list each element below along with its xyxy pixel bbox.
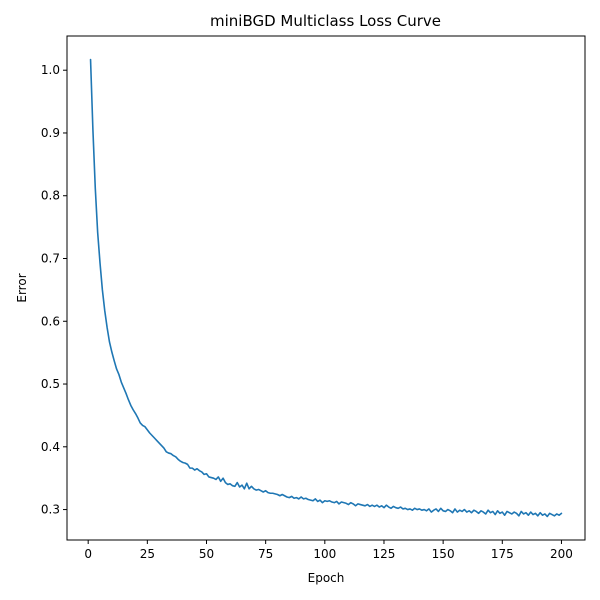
y-tick-label: 0.7: [41, 252, 60, 266]
y-tick-label: 0.5: [41, 377, 60, 391]
x-tick-label: 25: [140, 547, 155, 561]
y-tick-label: 0.3: [41, 503, 60, 517]
y-tick-label: 1.0: [41, 63, 60, 77]
x-tick-label: 175: [491, 547, 514, 561]
x-tick-label: 50: [199, 547, 214, 561]
x-axis-label: Epoch: [308, 571, 345, 585]
x-tick-label: 125: [373, 547, 396, 561]
y-axis-label: Error: [15, 273, 29, 302]
chart-title: miniBGD Multiclass Loss Curve: [210, 12, 441, 30]
y-tick-label: 0.4: [41, 440, 60, 454]
y-tick-label: 0.8: [41, 189, 60, 203]
y-tick-label: 0.6: [41, 314, 60, 328]
x-tick-label: 0: [84, 547, 92, 561]
axis-ticks: 0 25 50 75 100 125 150 175 200 0.3 0.4 0.5 0.6 0.7 0.8…: [41, 63, 573, 561]
plot-frame: [66, 35, 586, 541]
x-tick-label: 100: [313, 547, 336, 561]
x-tick-label: 75: [258, 547, 273, 561]
x-tick-label: 150: [432, 547, 455, 561]
series-line-error: [89, 58, 563, 518]
x-tick-label: 200: [550, 547, 573, 561]
y-tick-label: 0.9: [41, 126, 60, 140]
